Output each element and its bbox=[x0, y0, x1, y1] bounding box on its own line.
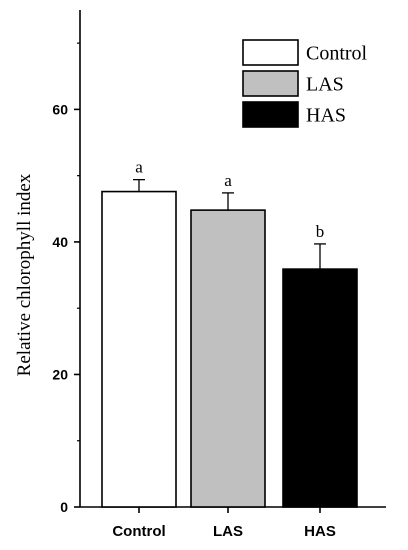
legend-swatch bbox=[242, 70, 299, 97]
legend-label: Control bbox=[306, 43, 368, 65]
legend-label: HAS bbox=[306, 105, 346, 127]
legend-label: LAS bbox=[306, 74, 344, 96]
significance-label: b bbox=[316, 222, 325, 241]
x-tick-label: LAS bbox=[213, 523, 243, 540]
legend: Control LAS HAS bbox=[242, 39, 368, 128]
significance-label: a bbox=[135, 158, 143, 177]
y-tick-label: 20 bbox=[52, 366, 68, 382]
x-tick-label: HAS bbox=[304, 523, 336, 540]
legend-swatch bbox=[242, 39, 299, 66]
significance-label: a bbox=[224, 171, 232, 190]
bar-control bbox=[101, 190, 177, 508]
y-tick-label: 60 bbox=[52, 101, 68, 117]
bar-las bbox=[190, 209, 266, 508]
y-axis-title: Relative chlorophyll index bbox=[14, 173, 35, 376]
y-tick-label: 40 bbox=[52, 234, 68, 250]
legend-swatch bbox=[242, 101, 299, 128]
bar-has bbox=[282, 268, 358, 508]
y-tick-label: 0 bbox=[60, 499, 68, 515]
x-tick-label: Control bbox=[112, 523, 165, 540]
plot-area: 0 20 40 60 a Control a LAS b HAS bbox=[52, 10, 386, 540]
